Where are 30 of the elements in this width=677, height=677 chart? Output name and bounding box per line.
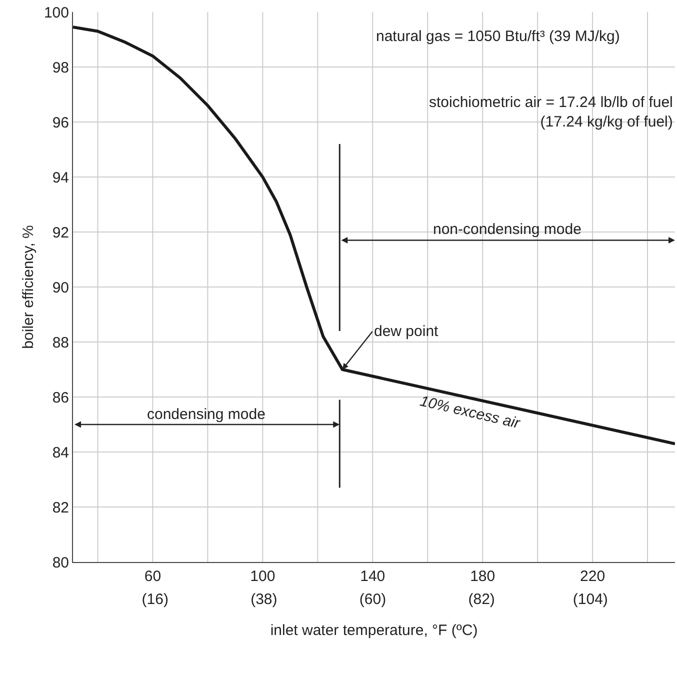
y-tick-label: 84 bbox=[52, 444, 69, 462]
y-tick-label: 94 bbox=[52, 169, 69, 186]
y-tick-label: 82 bbox=[52, 499, 69, 516]
annotation: 10% excess air bbox=[418, 392, 522, 432]
x-axis-title: inlet water temperature, °F (ºC) bbox=[270, 622, 478, 639]
x2-tick-label: (16) bbox=[142, 591, 168, 608]
y-tick-label: 96 bbox=[52, 114, 69, 132]
x-tick-label: 100 bbox=[250, 568, 276, 585]
x2-tick-label: (104) bbox=[572, 591, 608, 608]
x2-tick-label: (60) bbox=[359, 591, 386, 608]
y-tick-label: 86 bbox=[52, 389, 69, 406]
x-tick-label: 220 bbox=[580, 568, 606, 585]
annotation: dew point bbox=[374, 323, 440, 340]
y-tick-label: 88 bbox=[52, 334, 69, 352]
y-tick-label: 80 bbox=[52, 554, 69, 572]
y-tick-label: 92 bbox=[52, 224, 69, 242]
annotation: stoichiometric air = 17.24 lb/lb of fuel (17.24 kg/kg of fuel) bbox=[429, 94, 673, 130]
annotation: natural gas = 1050 Btu/ft³ (39 MJ/kg) bbox=[376, 28, 620, 45]
x-tick-label: 140 bbox=[360, 568, 386, 585]
y-tick-label: 90 bbox=[52, 279, 69, 296]
y-tick-label: 98 bbox=[52, 59, 69, 76]
x2-tick-label: (38) bbox=[250, 591, 278, 608]
line-series bbox=[73, 26, 675, 446]
annotation: condensing mode bbox=[147, 406, 266, 423]
annotation: non-condensing mode bbox=[433, 221, 582, 238]
y-tick-label: 100 bbox=[44, 4, 69, 22]
x-tick-label: 180 bbox=[470, 568, 496, 585]
y-axis-title: boiler efficiency, % bbox=[20, 225, 37, 349]
x2-tick-label: (82) bbox=[468, 591, 495, 608]
x-tick-label: 60 bbox=[144, 568, 162, 585]
